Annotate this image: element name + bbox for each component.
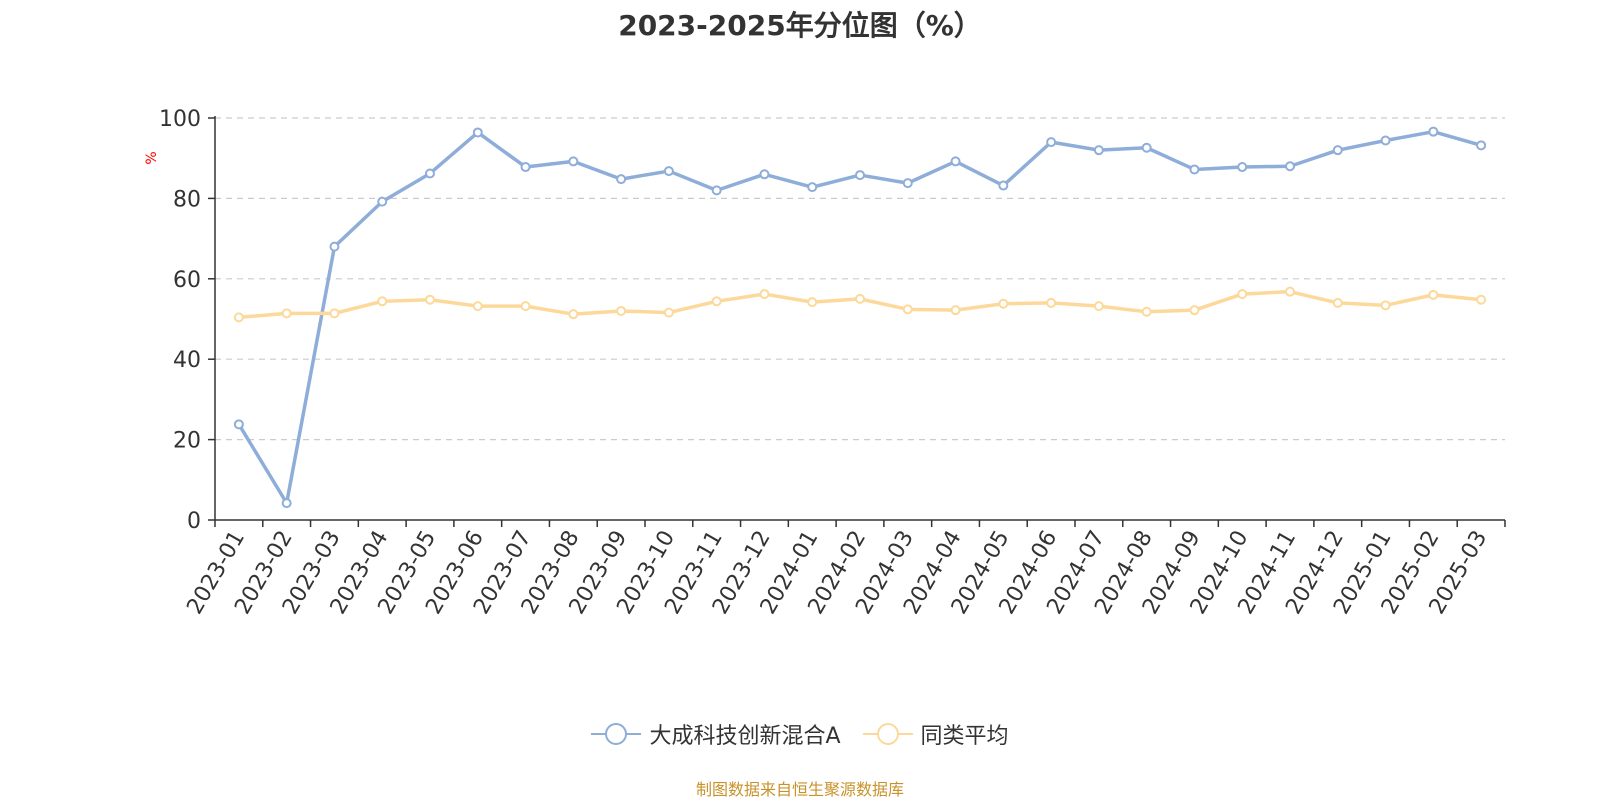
data-point-series-1 [281, 498, 292, 509]
y-tick-label: 80 [173, 187, 201, 212]
data-point-series-2 [281, 308, 292, 319]
chart-title: 2023-2025年分位图（%） [618, 9, 982, 42]
line-chart: 0204060801002023-012023-022023-032023-04… [159, 107, 1506, 619]
data-point-series-1 [759, 169, 770, 180]
legend-label-series-1: 大成科技创新混合A [649, 724, 841, 749]
data-point-series-1 [568, 156, 579, 167]
data-point-series-2 [472, 301, 483, 312]
y-tick-label: 40 [173, 348, 201, 373]
legend-marker-series-1 [591, 723, 642, 745]
data-point-series-2 [1332, 297, 1343, 308]
data-point-series-1 [1093, 145, 1104, 156]
legend-label-series-2: 同类平均 [920, 724, 1009, 749]
data-point-series-1 [1285, 161, 1295, 172]
data-point-series-1 [520, 162, 531, 173]
data-point-series-2 [1476, 294, 1487, 305]
data-point-series-2 [663, 307, 674, 318]
data-point-series-2 [616, 305, 627, 316]
data-point-series-1 [855, 170, 865, 181]
data-point-series-1 [233, 419, 244, 430]
legend-marker-series-2 [862, 723, 913, 745]
data-point-series-2 [1093, 301, 1104, 312]
data-point-series-2 [998, 298, 1009, 309]
data-point-series-1 [1189, 164, 1200, 175]
data-point-series-1 [663, 166, 674, 177]
data-point-series-2 [950, 305, 961, 316]
data-point-series-2 [807, 297, 818, 308]
data-point-series-2 [425, 294, 435, 305]
data-point-series-2 [711, 296, 722, 307]
data-point-series-2 [1285, 286, 1295, 297]
data-point-series-2 [759, 289, 770, 300]
data-point-series-2 [1380, 300, 1391, 311]
data-point-series-1 [998, 180, 1009, 191]
series-line-1 [237, 129, 1482, 505]
legend-item-series-1[interactable]: 大成科技创新混合A [591, 718, 841, 750]
data-point-series-2 [902, 304, 913, 315]
data-point-series-1 [1380, 135, 1391, 146]
data-point-series-1 [1046, 137, 1057, 148]
y-tick-label: 0 [187, 509, 201, 534]
data-point-series-1 [711, 185, 722, 196]
data-point-series-2 [1141, 306, 1152, 317]
data-source-note: 制图数据来自恒生聚源数据库 [695, 780, 904, 799]
data-point-series-2 [1046, 297, 1057, 308]
data-point-series-1 [1428, 126, 1439, 137]
data-point-series-2 [233, 312, 244, 323]
data-point-series-1 [1237, 162, 1248, 173]
data-point-series-1 [425, 168, 435, 179]
data-point-series-1 [902, 178, 913, 189]
data-point-series-1 [329, 241, 340, 252]
data-point-series-2 [568, 309, 579, 320]
data-point-series-2 [855, 293, 865, 304]
data-point-series-2 [520, 301, 531, 312]
data-point-series-1 [807, 182, 818, 193]
data-point-series-2 [1428, 289, 1439, 300]
data-point-series-2 [1189, 305, 1200, 316]
data-point-series-1 [1332, 145, 1343, 156]
data-point-series-1 [1141, 142, 1152, 153]
y-tick-label: 100 [159, 107, 201, 132]
legend: 大成科技创新混合A 同类平均 [0, 718, 1600, 750]
data-point-series-1 [616, 174, 627, 185]
legend-item-series-2[interactable]: 同类平均 [862, 718, 1009, 750]
data-point-series-1 [1476, 140, 1487, 151]
data-point-series-1 [950, 156, 961, 167]
data-point-series-1 [377, 196, 388, 207]
y-tick-label: 60 [173, 268, 201, 293]
data-point-series-2 [329, 308, 340, 319]
data-point-series-2 [377, 296, 388, 307]
y-tick-label: 20 [173, 429, 201, 454]
data-point-series-1 [472, 127, 483, 138]
data-point-series-2 [1237, 289, 1248, 300]
